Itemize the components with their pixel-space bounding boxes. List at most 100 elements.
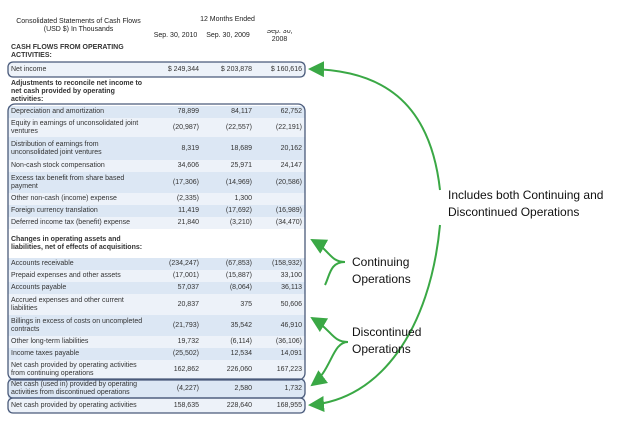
value-cell: 78,899 xyxy=(150,106,202,118)
value-cell: (16,989) xyxy=(255,205,305,217)
value-cell: 19,732 xyxy=(150,336,202,348)
annotation: Continuing Operations xyxy=(352,255,411,286)
row-label: Net cash provided by operating activitie… xyxy=(8,398,150,413)
value-cell: 33,100 xyxy=(255,270,305,282)
highlight-boxes xyxy=(7,61,306,414)
value-cell: 158,635 xyxy=(150,398,202,413)
row-label: Accounts receivable xyxy=(8,258,150,270)
value-cell: (158,932) xyxy=(255,258,305,270)
row-label: Accounts payable xyxy=(8,282,150,294)
value-cell xyxy=(255,77,305,106)
section-label: CASH FLOWS FROM OPERATING ACTIVITIES: xyxy=(8,42,150,62)
value-cell: 12,534 xyxy=(202,348,255,360)
value-cell: (14,969) xyxy=(202,172,255,193)
value-cell: 18,689 xyxy=(202,137,255,160)
value-cell: $ 203,878 xyxy=(202,62,255,77)
value-cell: 11,419 xyxy=(150,205,202,217)
row-label: Equity in earnings of unconsolidated joi… xyxy=(8,118,150,137)
value-cell xyxy=(255,229,305,258)
value-cell: (17,001) xyxy=(150,270,202,282)
row-label: Depreciation and amortization xyxy=(8,106,150,118)
value-cell xyxy=(255,42,305,62)
value-cell: 36,113 xyxy=(255,282,305,294)
value-cell: (20,586) xyxy=(255,172,305,193)
value-cell: 34,606 xyxy=(150,160,202,172)
row-label: Other long-term liabilities xyxy=(8,336,150,348)
value-cell: 8,319 xyxy=(150,137,202,160)
value-cell xyxy=(202,77,255,106)
row-label: Income taxes payable xyxy=(8,348,150,360)
value-cell xyxy=(202,229,255,258)
value-cell: (25,502) xyxy=(150,348,202,360)
value-cell xyxy=(255,193,305,205)
value-cell: 14,091 xyxy=(255,348,305,360)
value-cell: 1,732 xyxy=(255,379,305,398)
value-cell: (17,306) xyxy=(150,172,202,193)
value-cell: 167,223 xyxy=(255,360,305,379)
value-cell: (20,987) xyxy=(150,118,202,137)
column-header: Sep. 30, 2010 xyxy=(153,31,198,39)
row-label: Net income xyxy=(8,62,150,77)
row-label: Net cash provided by operating activitie… xyxy=(8,360,150,379)
value-cell: (234,247) xyxy=(150,258,202,270)
row-label: Distribution of earnings from unconsolid… xyxy=(8,137,150,160)
value-cell: (22,191) xyxy=(255,118,305,137)
section-label: Changes in operating assets and liabilit… xyxy=(8,229,150,258)
value-cell: 2,580 xyxy=(202,379,255,398)
table-title: Consolidated Statements of Cash Flows (U… xyxy=(16,17,141,33)
value-cell: 57,037 xyxy=(150,282,202,294)
value-cell: $ 249,344 xyxy=(150,62,202,77)
value-cell: 46,910 xyxy=(255,315,305,336)
value-cell: (22,557) xyxy=(202,118,255,137)
value-cell: 168,955 xyxy=(255,398,305,413)
annotation: Includes both Continuing and Discontinue… xyxy=(448,188,604,219)
value-cell: 21,840 xyxy=(150,217,202,229)
value-cell: (4,227) xyxy=(150,379,202,398)
value-cell: 375 xyxy=(202,294,255,315)
row-label: Non-cash stock compensation xyxy=(8,160,150,172)
value-cell: (3,210) xyxy=(202,217,255,229)
row-label: Billings in excess of costs on uncomplet… xyxy=(8,315,150,336)
value-cell: 228,640 xyxy=(202,398,255,413)
value-cell: 50,606 xyxy=(255,294,305,315)
value-cell xyxy=(150,229,202,258)
row-label: Excess tax benefit from share based paym… xyxy=(8,172,150,193)
period-header: 12 Months Ended xyxy=(200,15,255,23)
value-cell xyxy=(150,42,202,62)
column-header: Sep. 30, 2008 xyxy=(266,30,293,41)
row-label: Other non-cash (income) expense xyxy=(8,193,150,205)
row-label: Foreign currency translation xyxy=(8,205,150,217)
value-cell: (17,692) xyxy=(202,205,255,217)
column-header: Sep. 30, 2009 xyxy=(206,31,250,39)
value-cell: (8,064) xyxy=(202,282,255,294)
row-label: Deferred income tax (benefit) expense xyxy=(8,217,150,229)
value-cell: (67,853) xyxy=(202,258,255,270)
value-cell: (15,887) xyxy=(202,270,255,282)
value-cell: 20,837 xyxy=(150,294,202,315)
value-cell: 1,300 xyxy=(202,193,255,205)
value-cell: 62,752 xyxy=(255,106,305,118)
value-cell: 84,117 xyxy=(202,106,255,118)
value-cell: 24,147 xyxy=(255,160,305,172)
value-cell: (6,114) xyxy=(202,336,255,348)
value-cell: $ 160,616 xyxy=(255,62,305,77)
arrows xyxy=(308,61,441,412)
value-cell xyxy=(202,42,255,62)
value-cell: 226,060 xyxy=(202,360,255,379)
value-cell: 35,542 xyxy=(202,315,255,336)
value-cell: (2,335) xyxy=(150,193,202,205)
value-cell: (21,793) xyxy=(150,315,202,336)
row-label: Prepaid expenses and other assets xyxy=(8,270,150,282)
section-label: Adjustments to reconcile net income to n… xyxy=(8,77,150,106)
value-cell: 20,162 xyxy=(255,137,305,160)
value-cell: (34,470) xyxy=(255,217,305,229)
value-cell: 25,971 xyxy=(202,160,255,172)
value-cell: (36,106) xyxy=(255,336,305,348)
row-label: Accrued expenses and other current liabi… xyxy=(8,294,150,315)
row-label: Net cash (used in) provided by operating… xyxy=(8,379,150,398)
annotation: Discontinued Operations xyxy=(352,325,422,356)
value-cell xyxy=(150,77,202,106)
value-cell: 162,862 xyxy=(150,360,202,379)
